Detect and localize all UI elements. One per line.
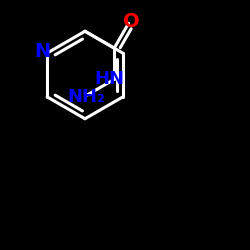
Text: NH₂: NH₂ [67, 88, 105, 106]
Text: HN: HN [95, 70, 125, 88]
Text: O: O [123, 12, 140, 32]
Text: N: N [34, 42, 51, 61]
